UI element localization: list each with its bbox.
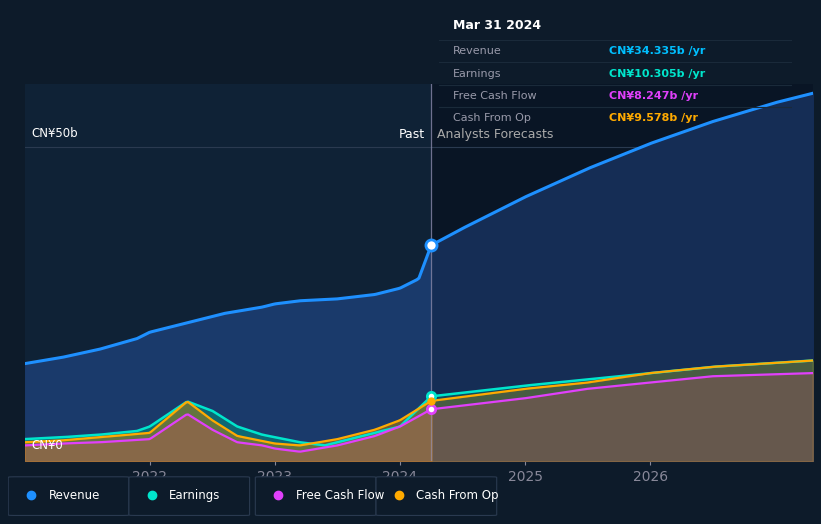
Text: Mar 31 2024: Mar 31 2024 (453, 19, 542, 32)
FancyBboxPatch shape (8, 477, 129, 516)
Text: Analysts Forecasts: Analysts Forecasts (438, 128, 554, 141)
Text: Cash From Op: Cash From Op (416, 489, 498, 501)
Text: Revenue: Revenue (453, 46, 502, 56)
Text: CN¥50b: CN¥50b (31, 127, 77, 140)
Text: Past: Past (399, 128, 425, 141)
Text: Earnings: Earnings (169, 489, 221, 501)
Bar (25, 84, 431, 461)
Text: CN¥10.305b /yr: CN¥10.305b /yr (608, 69, 705, 79)
Bar (431, 84, 813, 461)
Text: Revenue: Revenue (48, 489, 100, 501)
Text: Cash From Op: Cash From Op (453, 113, 531, 123)
FancyBboxPatch shape (376, 477, 497, 516)
FancyBboxPatch shape (129, 477, 250, 516)
Text: CN¥0: CN¥0 (31, 439, 62, 452)
Text: Free Cash Flow: Free Cash Flow (453, 91, 537, 101)
Text: Free Cash Flow: Free Cash Flow (296, 489, 384, 501)
Text: CN¥34.335b /yr: CN¥34.335b /yr (608, 46, 705, 56)
FancyBboxPatch shape (255, 477, 376, 516)
Text: Earnings: Earnings (453, 69, 502, 79)
Text: CN¥8.247b /yr: CN¥8.247b /yr (608, 91, 698, 101)
Text: CN¥9.578b /yr: CN¥9.578b /yr (608, 113, 698, 123)
